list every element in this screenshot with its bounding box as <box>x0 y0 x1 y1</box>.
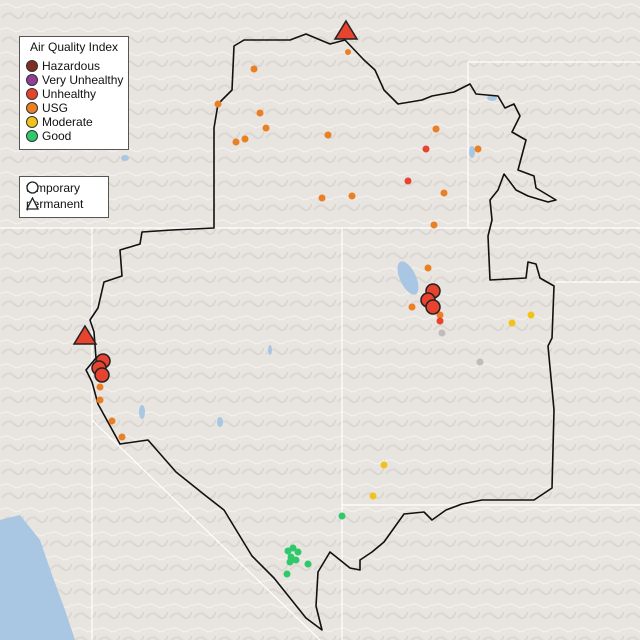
monitor-unhealthy <box>422 145 430 153</box>
legend-item-usg: USG <box>26 101 68 115</box>
legend-item-unhealthy: Unhealthy <box>26 87 96 101</box>
monitor-usg <box>348 192 356 200</box>
very-unhealthy-swatch <box>26 74 38 86</box>
monitor-moderate <box>369 492 377 500</box>
monitor-usg <box>318 194 326 202</box>
monitor-moderate <box>508 319 516 327</box>
monitor-usg <box>232 138 240 146</box>
monitor-moderate <box>527 311 535 319</box>
ocean-water <box>0 515 75 640</box>
legend-item-moderate: Moderate <box>26 115 93 129</box>
highlighted-monitors <box>91 283 441 383</box>
legend-label: Moderate <box>42 115 93 129</box>
legend-item-temporary: temporary <box>26 181 80 195</box>
circle-icon <box>26 181 39 194</box>
legend-label: permanent <box>26 197 84 211</box>
monitor-usg <box>250 65 258 73</box>
monitor-usg <box>256 109 264 117</box>
legend-item-very-unhealthy: Very Unhealthy <box>26 73 123 87</box>
legend-item-good: Good <box>26 129 71 143</box>
legend-label: temporary <box>26 181 81 195</box>
monitor-good <box>294 548 302 556</box>
monitor-usg <box>474 145 482 153</box>
moderate-swatch <box>26 116 38 128</box>
monitor-usg <box>241 135 249 143</box>
monitor-good <box>338 512 346 520</box>
monitor-usg <box>430 221 438 229</box>
permanent-monitor-unhealthy <box>72 324 98 345</box>
monitor-usg <box>432 125 440 133</box>
lakes <box>121 95 497 427</box>
monitor-unhealthy-large <box>425 299 441 315</box>
monitor-usg <box>96 383 104 391</box>
usg-swatch <box>26 102 38 114</box>
monitor-good <box>286 558 294 566</box>
legend-label: USG <box>42 101 69 115</box>
monitor-usg <box>436 311 444 319</box>
monitor-moderate <box>380 461 388 469</box>
monitor-usg <box>408 303 416 311</box>
region-boundary <box>85 33 557 631</box>
triangle-icon <box>26 197 39 210</box>
monitor-good <box>292 556 300 564</box>
monitor-usg <box>96 396 104 404</box>
monitor-unhealthy <box>436 317 444 325</box>
legend-item-hazardous: Hazardous <box>26 59 100 73</box>
monitor-usg <box>440 189 448 197</box>
monitor-usg <box>262 124 270 132</box>
good-swatch <box>26 130 38 142</box>
hazardous-swatch <box>26 60 38 72</box>
legend-label: Good <box>42 129 72 143</box>
legend-label: Unhealthy <box>42 87 97 101</box>
monitor-usg <box>108 417 116 425</box>
monitor-no-data <box>476 358 484 366</box>
aqi-legend: Air Quality Index Hazardous Very Unhealt… <box>19 36 129 150</box>
monitor-unhealthy <box>404 177 412 185</box>
monitor-type-legend: temporary permanent <box>19 176 109 218</box>
monitor-usg <box>118 433 126 441</box>
legend-item-permanent: permanent <box>26 197 83 211</box>
monitor-good <box>304 560 312 568</box>
monitor-usg <box>345 49 351 55</box>
monitor-no-data <box>438 329 446 337</box>
temporary-monitors <box>96 49 535 578</box>
unhealthy-swatch <box>26 88 38 100</box>
legend-label: Hazardous <box>42 59 101 73</box>
monitor-usg <box>214 100 222 108</box>
legend-title: Air Quality Index <box>30 40 119 54</box>
monitor-good <box>283 570 291 578</box>
permanent-monitor-unhealthy <box>333 19 359 40</box>
monitor-good <box>289 544 297 552</box>
monitor-unhealthy-large <box>94 367 110 383</box>
monitor-usg <box>424 264 432 272</box>
state-lines <box>0 61 640 640</box>
legend-label: Very Unhealthy <box>42 73 124 87</box>
monitor-usg <box>324 131 332 139</box>
permanent-monitors <box>72 19 359 345</box>
